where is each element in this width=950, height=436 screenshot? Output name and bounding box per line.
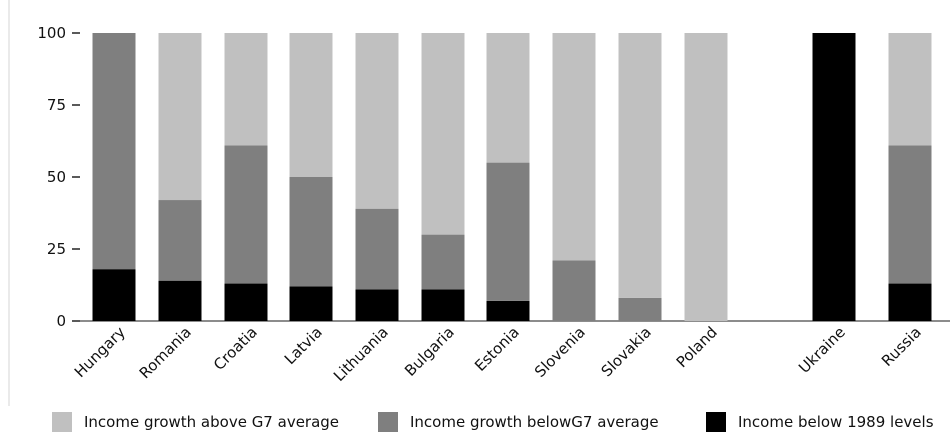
bar-segment-estonia-income-below-1989-levels (486, 300, 530, 321)
bar-segment-bulgaria-income-growth-belowg7-average (421, 234, 465, 290)
legend-item-below-g7: Income growth belowG7 average (378, 408, 659, 436)
bar-segment-slovakia-income-growth-above-g7-average (618, 33, 662, 298)
bar-segment-estonia-income-growth-belowg7-average (486, 162, 530, 301)
bar-segment-croatia-income-growth-belowg7-average (224, 145, 268, 284)
stacked-bar-chart: 0 25 50 75 100 Hungary Romania Croatia Latvia Li… (8, 0, 950, 406)
bar-segment-lithuania-income-growth-above-g7-average (355, 33, 399, 209)
y-tick-label: 0 (56, 312, 66, 330)
bar-segment-ukraine-income-below-1989-levels (812, 33, 856, 321)
bar-segment-romania-income-below-1989-levels (158, 280, 202, 321)
bar-segment-russia-income-growth-above-g7-average (888, 33, 932, 146)
x-tick-label-romania: Romania (136, 323, 195, 382)
bar-segment-croatia-income-below-1989-levels (224, 283, 268, 321)
y-tick-label: 50 (47, 168, 66, 186)
legend-swatch-above-g7 (52, 412, 72, 432)
y-tick-label: 100 (37, 24, 66, 42)
x-tick-label-latvia: Latvia (281, 323, 326, 368)
x-tick-label-poland: Poland (673, 323, 721, 371)
x-tick-label-croatia: Croatia (210, 323, 261, 374)
y-tick-label: 75 (47, 96, 66, 114)
bar-segment-latvia-income-growth-above-g7-average (289, 33, 333, 177)
bar-segment-bulgaria-income-growth-above-g7-average (421, 33, 465, 235)
legend-swatch-below-g7 (378, 412, 398, 432)
bar-segment-hungary-income-growth-belowg7-average (92, 33, 136, 270)
x-tick-label-slovakia: Slovakia (598, 323, 655, 380)
bar-segment-hungary-income-below-1989-levels (92, 269, 136, 321)
x-tick-label-slovenia: Slovenia (531, 323, 589, 381)
bar-segment-poland-income-growth-above-g7-average (684, 33, 728, 321)
x-tick-label-russia: Russia (878, 323, 925, 370)
bar-segment-lithuania-income-below-1989-levels (355, 289, 399, 321)
x-tick-label-bulgaria: Bulgaria (401, 323, 458, 380)
x-tick-label-lithuania: Lithuania (330, 323, 392, 385)
bar-segment-lithuania-income-growth-belowg7-average (355, 208, 399, 290)
legend-label-below-1989: Income below 1989 levels (738, 413, 934, 431)
x-tick-label-hungary: Hungary (71, 323, 129, 381)
bar-segment-croatia-income-growth-above-g7-average (224, 33, 268, 146)
bars (92, 33, 932, 321)
bar-segment-latvia-income-below-1989-levels (289, 286, 333, 321)
bar-segment-romania-income-growth-belowg7-average (158, 200, 202, 281)
bar-segment-slovenia-income-growth-belowg7-average (552, 260, 596, 321)
x-tick-label-ukraine: Ukraine (795, 323, 849, 377)
bar-segment-russia-income-growth-belowg7-average (888, 145, 932, 284)
legend-item-above-g7: Income growth above G7 average (52, 408, 339, 436)
bar-segment-russia-income-below-1989-levels (888, 283, 932, 321)
bar-segment-slovakia-income-growth-belowg7-average (618, 297, 662, 321)
y-axis: 0 25 50 75 100 (8, 0, 950, 406)
legend-item-below-1989: Income below 1989 levels (706, 408, 934, 436)
bar-segment-estonia-income-growth-above-g7-average (486, 33, 530, 163)
legend-label-below-g7: Income growth belowG7 average (410, 413, 659, 431)
x-axis-labels: Hungary Romania Croatia Latvia Lithuania Bulg… (71, 323, 925, 385)
bar-segment-bulgaria-income-below-1989-levels (421, 289, 465, 321)
bar-segment-slovenia-income-growth-above-g7-average (552, 33, 596, 261)
bar-segment-latvia-income-growth-belowg7-average (289, 177, 333, 287)
legend-label-above-g7: Income growth above G7 average (84, 413, 340, 431)
legend: Income growth above G7 average Income gr… (0, 408, 950, 436)
legend-swatch-below-1989 (706, 412, 726, 432)
bar-segment-romania-income-growth-above-g7-average (158, 33, 202, 201)
x-tick-label-estonia: Estonia (471, 323, 523, 375)
y-tick-label: 25 (47, 240, 66, 258)
